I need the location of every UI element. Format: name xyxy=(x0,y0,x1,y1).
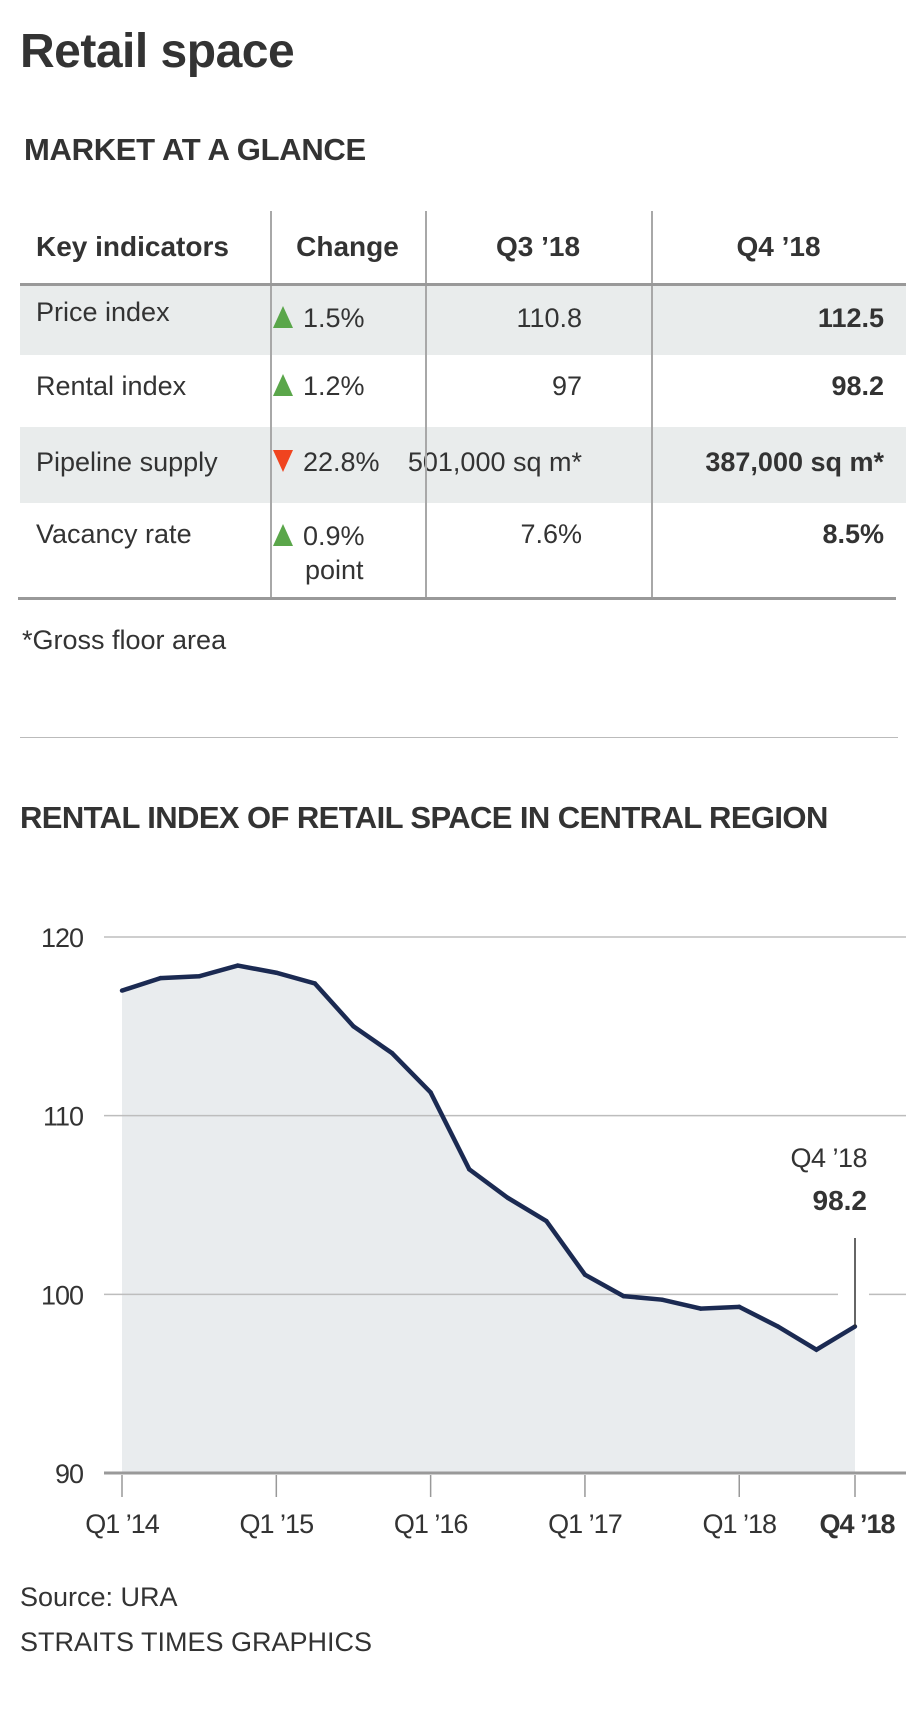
data-point xyxy=(389,1050,395,1056)
table-bottom-rule xyxy=(18,597,896,600)
column-header-q4: Q4 ’18 xyxy=(736,231,821,262)
y-tick-label: 100 xyxy=(41,1280,83,1310)
x-tick-label: Q1 ’16 xyxy=(394,1509,468,1539)
down-triangle-icon xyxy=(273,450,293,472)
indicator-label: Pipeline supply xyxy=(36,447,218,477)
data-point xyxy=(582,1272,588,1277)
series-line xyxy=(121,963,857,1353)
data-point xyxy=(775,1324,781,1329)
q3-value: 7.6% xyxy=(520,519,582,549)
data-point xyxy=(698,1306,703,1311)
table-row: Rental index 1.2% 97 98.2 xyxy=(20,355,906,427)
q4-value: 387,000 sq m* xyxy=(705,447,884,477)
column-header-indicator: Key indicators xyxy=(36,231,229,262)
change-cell: 1.2% xyxy=(273,371,365,402)
column-header-q3: Q3 ’18 xyxy=(495,231,581,262)
change-unit: point xyxy=(305,555,364,585)
y-tick-label: 110 xyxy=(43,1102,83,1132)
data-point xyxy=(659,1297,665,1302)
x-tick-label: Q1 ’15 xyxy=(240,1509,314,1539)
up-triangle-icon xyxy=(273,306,293,328)
q3-value: 501,000 sq m* xyxy=(407,447,582,477)
data-point xyxy=(505,1195,510,1201)
data-point xyxy=(737,1304,742,1310)
data-point xyxy=(119,988,125,993)
chart-title: RENTAL INDEX OF RETAIL SPACE IN CENTRAL … xyxy=(20,800,828,835)
data-point xyxy=(544,1218,549,1224)
y-tick-label: 120 xyxy=(41,923,83,953)
data-point xyxy=(274,970,279,975)
data-point xyxy=(158,975,163,981)
indicator-label: Rental index xyxy=(36,371,187,401)
q4-value: 98.2 xyxy=(831,371,884,401)
q4-value: 8.5% xyxy=(822,519,884,549)
data-point xyxy=(814,1347,819,1352)
column-divider xyxy=(270,211,272,600)
change-value: 1.5% xyxy=(303,303,365,333)
data-point xyxy=(428,1090,433,1095)
change-cell: 22.8% xyxy=(273,447,380,478)
rental-index-chart: 90 100 110 120 Q1 ’14 Q1 ’15 Q1 ’16 Q1 ’17 Q1 ’1… xyxy=(41,923,906,1539)
x-tick-label: Q1 ’14 xyxy=(85,1509,160,1539)
source-note: Source: URA xyxy=(20,1582,178,1612)
header-rule xyxy=(20,283,906,286)
q3-value: 110.8 xyxy=(516,303,582,333)
footnote: *Gross floor area xyxy=(22,625,227,655)
change-cell: 1.5% xyxy=(273,303,365,334)
table-row: Price index 1.5% 110.8 112.5 xyxy=(20,285,906,355)
data-point xyxy=(852,1324,858,1329)
change-value: 1.2% xyxy=(303,371,365,401)
data-point xyxy=(196,974,202,979)
page-title: Retail space xyxy=(20,25,295,78)
up-triangle-icon xyxy=(273,524,293,546)
change-value: 22.8% xyxy=(303,447,380,477)
change-value: 0.9% xyxy=(303,521,365,551)
x-tick-label: Q1 ’18 xyxy=(702,1509,776,1539)
y-tick-label: 90 xyxy=(55,1459,83,1489)
section-title: MARKET AT A GLANCE xyxy=(24,132,366,167)
column-divider xyxy=(651,211,653,600)
area-fill xyxy=(122,965,855,1473)
q4-value: 112.5 xyxy=(817,303,884,333)
annotation-label: Q4 ’18 xyxy=(790,1143,867,1173)
x-tick-label: Q1 ’17 xyxy=(548,1509,622,1539)
data-point xyxy=(312,981,318,986)
market-table: Key indicators Change Q3 ’18 Q4 ’18 Pric… xyxy=(18,211,906,600)
annotation-value: 98.2 xyxy=(813,1185,868,1216)
table-row: Pipeline supply 22.8% 501,000 sq m* 387,… xyxy=(20,427,906,503)
indicator-label: Vacancy rate xyxy=(36,519,192,549)
column-header-change: Change xyxy=(296,231,399,262)
graphics-credit: STRAITS TIMES GRAPHICS xyxy=(20,1627,373,1657)
indicator-label: Price index xyxy=(36,297,170,327)
data-point xyxy=(235,963,240,968)
x-tick-label: Q4 ’18 xyxy=(819,1509,895,1539)
up-triangle-icon xyxy=(273,374,293,396)
data-point xyxy=(351,1024,356,1029)
data-point xyxy=(467,1167,472,1172)
q3-value: 97 xyxy=(551,371,582,401)
section-divider xyxy=(20,737,898,738)
table-row: Vacancy rate 0.9% point 7.6% 8.5% xyxy=(20,503,906,598)
column-divider xyxy=(425,211,427,600)
data-point xyxy=(621,1293,626,1299)
change-cell: 0.9% point xyxy=(273,519,365,587)
